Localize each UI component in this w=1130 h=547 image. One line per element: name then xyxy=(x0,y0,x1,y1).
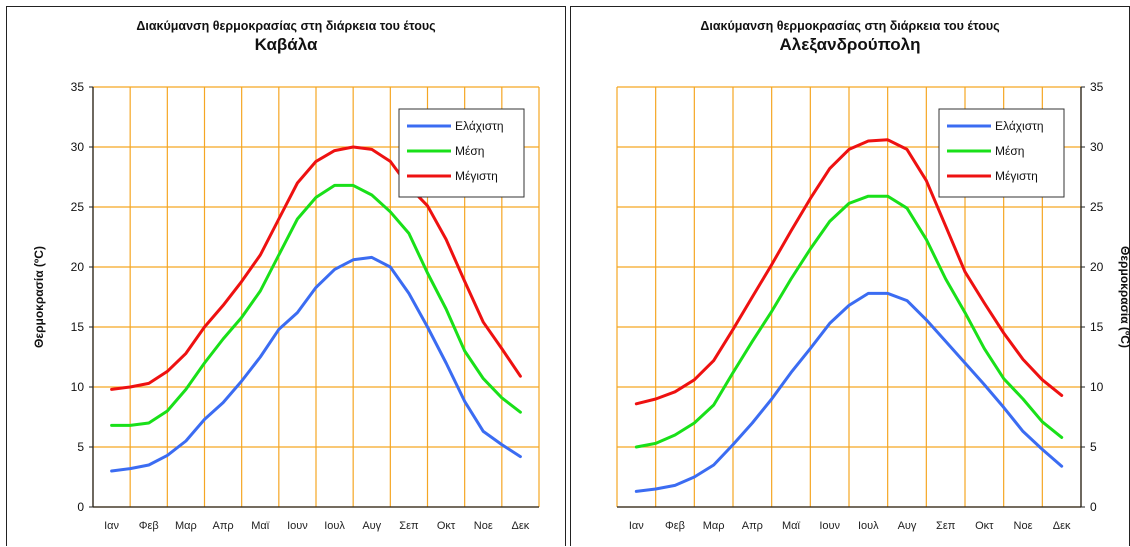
x-tick-label: Μαϊ xyxy=(782,520,801,532)
x-tick-label: Δεκ xyxy=(512,520,530,532)
legend: Ελάχιστη Μέση Μέγιστη xyxy=(398,108,525,198)
x-tick-label: Σεπ xyxy=(399,520,419,532)
chart-subtitle: Αλεξανδρούπολη xyxy=(779,35,921,54)
x-tick-label: Σεπ xyxy=(936,520,956,532)
legend-label: Μέση xyxy=(995,144,1024,158)
x-tick-label: Οκτ xyxy=(437,520,456,532)
x-tick-label: Ιαν xyxy=(104,520,119,532)
legend-box xyxy=(398,108,525,198)
x-tick-label: Φεβ xyxy=(665,520,685,532)
chart-panel-alexandroupoli: Διακύμανση θερμοκρασίας στη διάρκεια του… xyxy=(570,6,1130,546)
y-tick-label: 0 xyxy=(1090,500,1097,514)
x-tick-label: Αυγ xyxy=(362,520,381,532)
legend: Ελάχιστη Μέση Μέγιστη xyxy=(938,108,1065,198)
series-line xyxy=(110,255,522,473)
legend-box xyxy=(938,108,1065,198)
y-tick-label: 20 xyxy=(1090,260,1104,274)
legend-label: Ελάχιστη xyxy=(995,119,1044,133)
x-tick-label: Απρ xyxy=(212,520,233,532)
y-tick-label: 15 xyxy=(71,320,85,334)
x-tick-label: Μαρ xyxy=(175,520,197,532)
y-tick-label: 30 xyxy=(71,140,85,154)
x-tick-label: Ιουν xyxy=(287,520,308,532)
x-tick-label: Νοε xyxy=(474,520,493,532)
y-tick-label: 35 xyxy=(1090,80,1104,94)
y-tick-label: 10 xyxy=(1090,380,1104,394)
line-chart-kavala: 0 5 10 15 20 25 30 35 Ιαν Φεβ Μαρ Απρ Μαϊ Ιουν Ιουλ Αυγ… xyxy=(32,80,540,532)
x-tick-label: Οκτ xyxy=(975,520,994,532)
series-line xyxy=(634,291,1064,493)
y-tick-label: 15 xyxy=(1090,320,1104,334)
y-tick-label: 25 xyxy=(1090,200,1104,214)
line-chart-alexandroupoli: 0 5 10 15 20 25 30 35 Ιαν Φεβ Μαρ Απρ Μαϊ Ιουν Ιουλ Αυγ… xyxy=(616,80,1130,532)
x-tick-label: Μαρ xyxy=(703,520,725,532)
y-tick-label: 10 xyxy=(71,380,85,394)
legend-label: Ελάχιστη xyxy=(455,119,504,133)
y-tick-label: 0 xyxy=(77,500,84,514)
series-line xyxy=(634,138,1064,406)
series-line xyxy=(110,183,522,427)
legend-label: Μέγιστη xyxy=(995,169,1038,183)
x-tick-label: Ιουλ xyxy=(858,520,879,532)
y-tick-label: 5 xyxy=(1090,440,1097,454)
legend-label: Μέγιστη xyxy=(455,169,498,183)
x-tick-label: Ιουν xyxy=(819,520,840,532)
series-line xyxy=(110,145,522,391)
x-tick-label: Φεβ xyxy=(139,520,159,532)
x-tick-label: Ιαν xyxy=(629,520,644,532)
chart-panel-kavala: Διακύμανση θερμοκρασίας στη διάρκεια του… xyxy=(6,6,566,546)
x-tick-label: Απρ xyxy=(742,520,763,532)
y-tick-label: 25 xyxy=(71,200,85,214)
x-tick-label: Ιουλ xyxy=(324,520,345,532)
y-tick-label: 5 xyxy=(77,440,84,454)
legend-label: Μέση xyxy=(455,144,484,158)
y-tick-label: 20 xyxy=(71,260,85,274)
chart-title: Διακύμανση θερμοκρασίας στη διάρκεια του… xyxy=(136,19,436,33)
x-tick-label: Νοε xyxy=(1014,520,1033,532)
chart-subtitle: Καβάλα xyxy=(254,35,318,54)
series-line xyxy=(634,194,1064,449)
y-tick-label: 35 xyxy=(71,80,85,94)
x-tick-label: Αυγ xyxy=(898,520,917,532)
x-tick-label: Μαϊ xyxy=(251,520,270,532)
y-axis-label: Θερμοκρασία (ºC) xyxy=(32,246,46,348)
x-tick-label: Δεκ xyxy=(1053,520,1071,532)
chart-title: Διακύμανση θερμοκρασίας στη διάρκεια του… xyxy=(700,19,1000,33)
y-tick-label: 30 xyxy=(1090,140,1104,154)
y-axis-label: Θερμοκρασία (ºC) xyxy=(1118,246,1130,348)
